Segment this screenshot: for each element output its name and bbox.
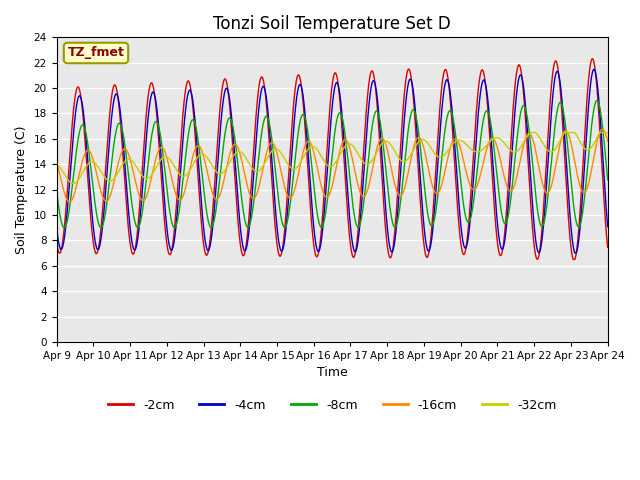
-4cm: [425, 248, 433, 254]
-32cm: [426, 142, 433, 148]
Title: Tonzi Soil Temperature Set D: Tonzi Soil Temperature Set D: [213, 15, 451, 33]
-2cm: [604, 244, 612, 250]
-16cm: [604, 138, 612, 144]
-2cm: [487, 150, 495, 156]
-2cm: [312, 252, 319, 257]
-32cm: [456, 137, 463, 143]
-8cm: [60, 225, 68, 230]
-2cm: [152, 100, 159, 106]
-8cm: [487, 121, 495, 127]
-32cm: [604, 130, 611, 135]
-2cm: [589, 56, 596, 61]
Line: -2cm: -2cm: [56, 59, 608, 259]
-2cm: [425, 249, 433, 255]
-4cm: [604, 224, 612, 229]
-2cm: [456, 228, 463, 234]
-32cm: [527, 130, 535, 135]
Line: -4cm: -4cm: [56, 69, 608, 253]
X-axis label: Time: Time: [317, 367, 348, 380]
-32cm: [604, 130, 612, 135]
-4cm: [604, 218, 611, 224]
-32cm: [487, 138, 495, 144]
-4cm: [571, 250, 579, 256]
-16cm: [52, 158, 60, 164]
Line: -32cm: -32cm: [56, 132, 608, 183]
Legend: -2cm, -4cm, -8cm, -16cm, -32cm: -2cm, -4cm, -8cm, -16cm, -32cm: [103, 394, 561, 417]
-16cm: [487, 136, 495, 142]
-8cm: [152, 119, 159, 124]
-4cm: [152, 96, 159, 102]
-32cm: [68, 180, 76, 186]
-4cm: [487, 132, 495, 137]
-8cm: [604, 177, 612, 183]
-4cm: [312, 239, 319, 244]
Line: -16cm: -16cm: [56, 129, 608, 202]
-2cm: [570, 256, 577, 262]
-8cm: [456, 169, 463, 175]
-16cm: [456, 143, 463, 149]
-2cm: [52, 239, 60, 245]
-2cm: [604, 240, 611, 246]
-4cm: [456, 208, 463, 214]
Line: -8cm: -8cm: [56, 100, 608, 228]
-4cm: [590, 66, 598, 72]
-32cm: [312, 145, 319, 151]
-16cm: [152, 156, 159, 162]
-32cm: [52, 162, 60, 168]
-8cm: [604, 171, 611, 177]
-8cm: [426, 218, 433, 224]
-8cm: [52, 187, 60, 193]
Text: TZ_fmet: TZ_fmet: [68, 47, 124, 60]
-16cm: [66, 199, 74, 205]
-16cm: [312, 157, 319, 163]
-32cm: [152, 166, 159, 171]
-8cm: [312, 199, 319, 204]
-16cm: [426, 169, 433, 175]
Y-axis label: Soil Temperature (C): Soil Temperature (C): [15, 125, 28, 254]
-8cm: [593, 97, 601, 103]
-4cm: [52, 224, 60, 230]
-16cm: [598, 126, 606, 132]
-16cm: [604, 136, 611, 142]
